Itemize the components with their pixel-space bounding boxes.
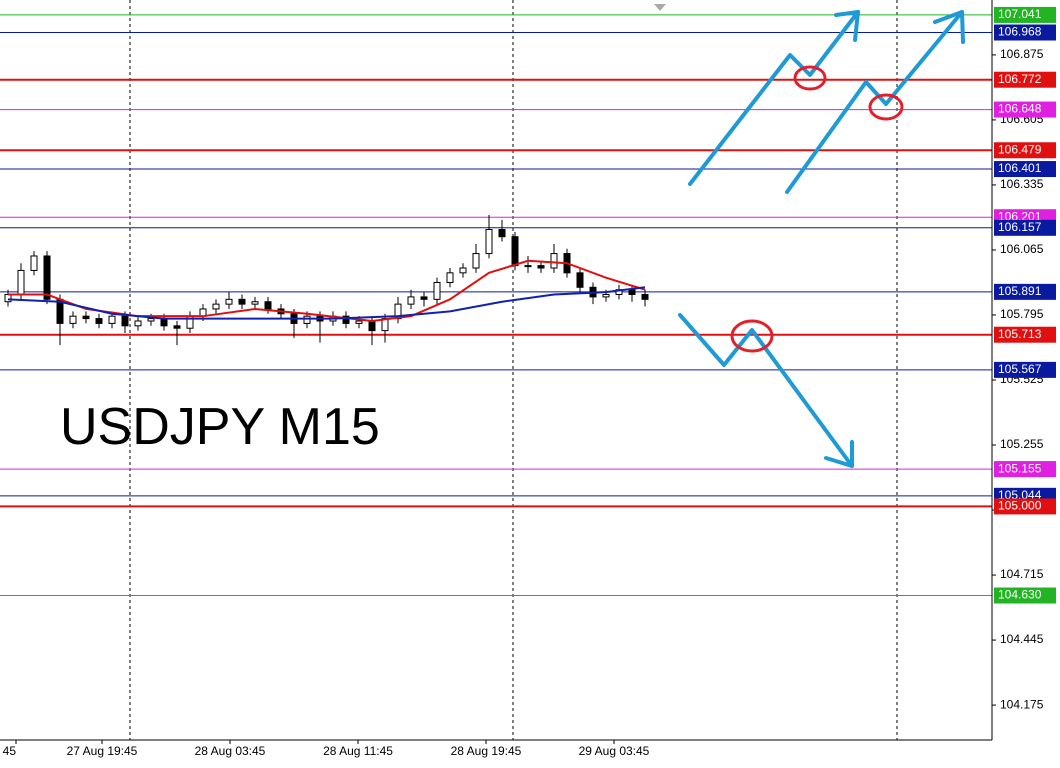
x-tick-label: 45 [3, 744, 17, 758]
candle-body [355, 320, 363, 324]
candle-body [342, 315, 350, 324]
candle-body [524, 265, 532, 268]
y-tick-label: 104.175 [1000, 697, 1044, 711]
candle-body [446, 272, 454, 283]
y-tick-label: 104.445 [1000, 632, 1044, 646]
y-tick-label: 105.255 [1000, 437, 1044, 451]
level-label: 105.891 [998, 284, 1042, 298]
level-label: 107.041 [998, 7, 1042, 21]
level-label-box [994, 71, 1056, 88]
level-label: 106.648 [998, 102, 1042, 116]
level-label-box [994, 361, 1056, 378]
level-label-box [994, 326, 1056, 343]
candle-body [225, 298, 233, 305]
candle-body [433, 281, 441, 300]
candle-body [17, 269, 25, 296]
candle-body [485, 228, 493, 255]
level-label: 106.772 [998, 72, 1042, 86]
level-label-box [994, 101, 1056, 118]
level-label-box [994, 142, 1056, 159]
candle-body [82, 315, 90, 320]
level-label-box [994, 461, 1056, 478]
candle-body [173, 325, 181, 329]
circle-marker [868, 93, 904, 121]
level-label: 106.157 [998, 220, 1042, 234]
x-tick-label: 28 Aug 03:45 [195, 744, 266, 758]
x-tick-label: 28 Aug 19:45 [451, 744, 522, 758]
candle-body [134, 320, 142, 327]
candle-body [238, 298, 246, 305]
arrow-head [824, 440, 854, 468]
y-tick-label: 106.335 [1000, 177, 1044, 191]
candle-body [550, 253, 558, 269]
level-label-box [994, 24, 1056, 41]
candle-body [641, 294, 649, 300]
level-label-box [994, 498, 1056, 515]
candle-body [43, 255, 51, 300]
level-label-box [994, 161, 1056, 178]
candle-body [95, 318, 103, 324]
level-label-box [994, 587, 1056, 604]
candle-body [498, 228, 506, 238]
circle-marker [730, 319, 774, 353]
candle-body [4, 294, 12, 303]
level-label: 105.713 [998, 327, 1042, 341]
candle-body [537, 265, 545, 269]
levels-layer [0, 14, 992, 597]
price-layer [4, 215, 649, 346]
y-tick-label: 104.715 [1000, 567, 1044, 581]
level-label-box [994, 283, 1056, 300]
y-tick-label: 106.875 [1000, 47, 1044, 61]
x-tick-label: 27 Aug 19:45 [67, 744, 138, 758]
level-label-box [994, 219, 1056, 236]
candle-body [420, 296, 428, 300]
level-label-box [994, 6, 1056, 23]
candle-body [576, 272, 584, 288]
candle-body [160, 318, 168, 327]
arrow-up [785, 10, 964, 194]
level-label: 106.479 [998, 142, 1042, 156]
circles [730, 65, 904, 353]
arrow-down [678, 313, 854, 468]
chart-title: USDJPY M15 [60, 398, 380, 456]
arrow-head [933, 10, 965, 44]
candle-body [459, 267, 467, 274]
candle-body [69, 315, 77, 324]
level-label: 105.567 [998, 362, 1042, 376]
candle-body [472, 253, 480, 269]
candle-body [628, 289, 636, 296]
level-label: 105.000 [998, 499, 1042, 513]
candle-body [303, 315, 311, 324]
candle-body [264, 301, 272, 310]
moving-average [7, 286, 646, 320]
x-tick-label: 28 Aug 11:45 [323, 744, 393, 758]
candle-body [212, 303, 220, 310]
arrow-up [688, 10, 860, 186]
circle-marker [793, 65, 827, 91]
candle-body [602, 294, 610, 298]
y-tick-label: 105.795 [1000, 307, 1044, 321]
shift-marker [654, 4, 666, 11]
arrow-head [834, 10, 860, 42]
candle-body [108, 315, 116, 324]
level-label: 106.401 [998, 161, 1042, 175]
level-label: 105.155 [998, 461, 1042, 475]
level-label: 104.630 [998, 588, 1042, 602]
candle-body [121, 315, 129, 327]
candle-body [511, 236, 519, 267]
candle-body [30, 255, 38, 271]
candle-body [251, 301, 259, 305]
level-label: 106.968 [998, 25, 1042, 39]
axis-layer: 104.175104.445104.715104.985105.255105.5… [3, 6, 1056, 758]
x-tick-label: 29 Aug 03:45 [579, 744, 650, 758]
y-tick-label: 106.065 [1000, 242, 1044, 256]
candle-body [147, 318, 155, 322]
candle-body [407, 296, 415, 305]
candle-body [368, 320, 376, 332]
